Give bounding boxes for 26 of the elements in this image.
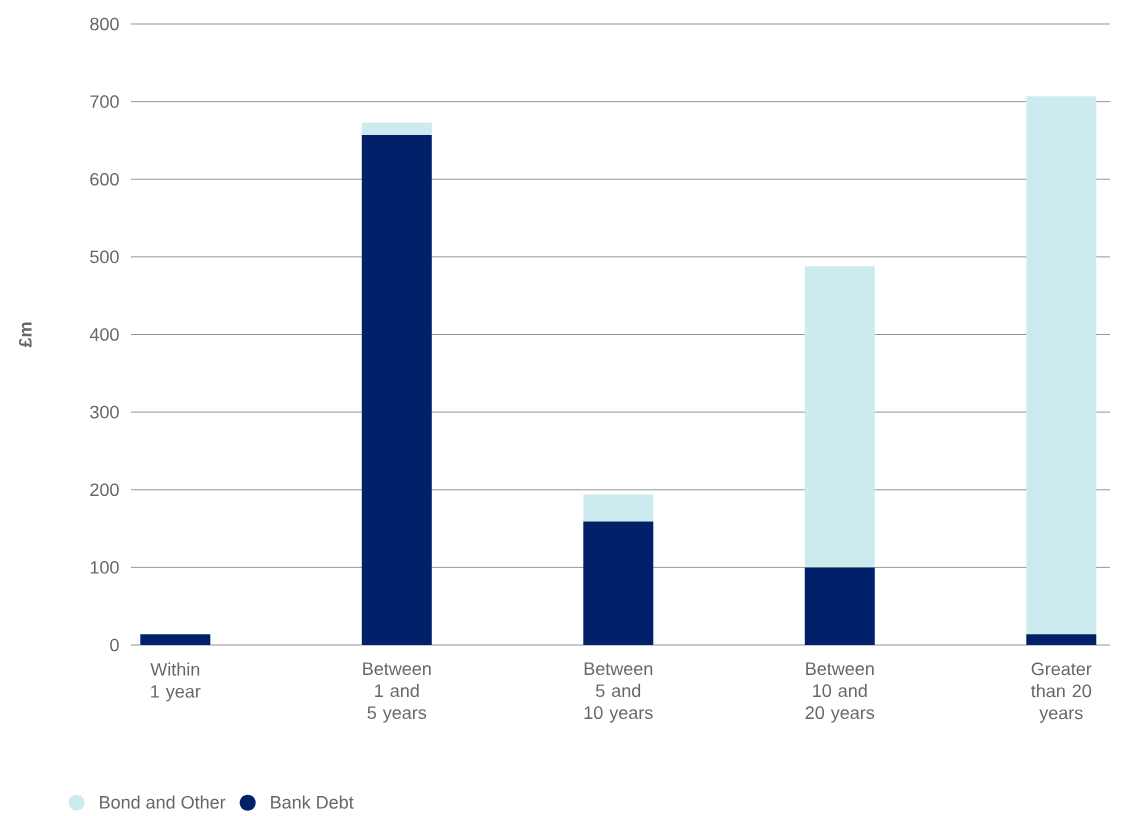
bar bbox=[361, 135, 432, 645]
legend-label: Bank Debt bbox=[271, 795, 354, 809]
bar bbox=[140, 634, 211, 645]
bar bbox=[1026, 96, 1097, 635]
bar bbox=[1026, 634, 1097, 645]
bar bbox=[804, 266, 875, 568]
x-tick-label: Between 1 and 5 years bbox=[363, 662, 431, 723]
x-tick-label: Greater than 20 years bbox=[1031, 662, 1092, 723]
x-tick-label: Between 5 and 10 years bbox=[584, 662, 653, 723]
x-tick-label: Between 10 and 20 years bbox=[805, 662, 875, 723]
y-axis-title: £m bbox=[18, 322, 32, 348]
y-tick-label: 400 bbox=[89, 328, 119, 341]
y-tick-label: 600 bbox=[90, 172, 119, 186]
y-tick-label: 800 bbox=[90, 17, 119, 31]
legend-label: Bond and Other bbox=[100, 795, 226, 809]
y-tick-label: 100 bbox=[90, 561, 119, 574]
y-tick-label: 0 bbox=[110, 638, 119, 652]
x-tick-label: Within 1 year bbox=[150, 662, 201, 702]
y-tick-label: 300 bbox=[90, 405, 119, 419]
bar bbox=[804, 567, 875, 645]
y-tick-label: 200 bbox=[90, 483, 119, 497]
y-tick-label: 700 bbox=[90, 95, 119, 108]
bar bbox=[583, 494, 654, 522]
bar bbox=[583, 521, 654, 645]
bar bbox=[361, 122, 432, 135]
y-tick-label: 500 bbox=[90, 250, 119, 264]
